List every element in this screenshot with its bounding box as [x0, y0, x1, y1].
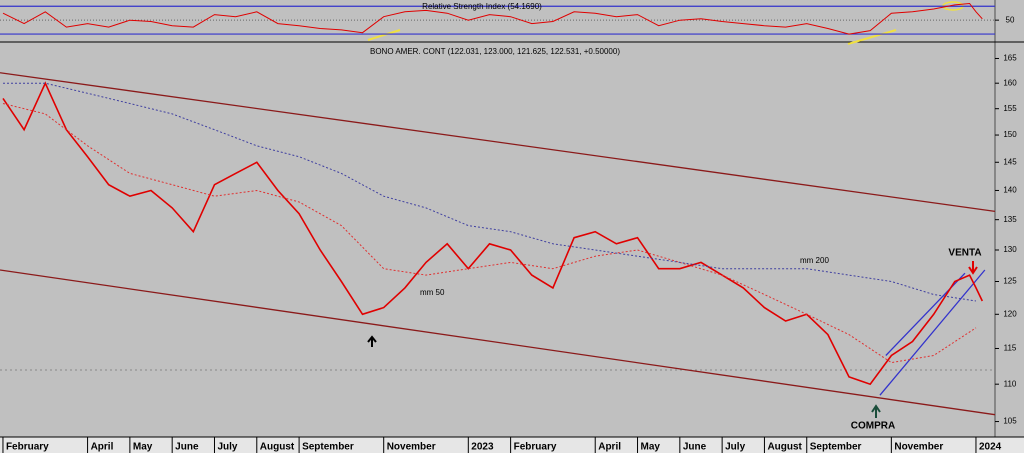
x-tick-label: April — [91, 442, 114, 453]
x-tick-label: 2023 — [471, 442, 494, 453]
annotation: COMPRA — [851, 421, 895, 432]
x-tick-label: November — [387, 442, 436, 453]
x-tick-label: June — [683, 442, 707, 453]
x-tick-label: July — [725, 442, 745, 453]
series-label: mm 200 — [800, 256, 829, 265]
y-tick-label: 135 — [1003, 215, 1017, 224]
series-line — [2, 81, 984, 386]
y-tick-label: 115 — [1004, 344, 1017, 353]
x-tick-label: February — [6, 442, 49, 453]
y-tick-label: 50 — [1006, 15, 1015, 24]
x-tick-label: September — [302, 442, 354, 453]
x-tick-label: August — [260, 442, 295, 453]
x-tick-label: 2024 — [979, 442, 1002, 453]
series-label: mm 50 — [420, 288, 445, 297]
x-tick-label: September — [810, 442, 862, 453]
x-tick-label: July — [217, 442, 237, 453]
x-tick-label: May — [641, 442, 661, 453]
arrow-down — [968, 261, 978, 275]
y-tick-label: 145 — [1003, 157, 1017, 166]
trendline — [0, 72, 996, 213]
series-line — [2, 2, 983, 35]
y-tick-label: 140 — [1003, 186, 1017, 195]
x-tick-label: February — [514, 442, 557, 453]
series-line — [2, 103, 977, 364]
y-tick-label: 105 — [1003, 417, 1017, 426]
y-tick-label: 110 — [1004, 379, 1017, 388]
y-tick-label: 150 — [1003, 130, 1017, 139]
trendline — [879, 269, 986, 396]
series-line — [3, 82, 977, 302]
arrow-up — [367, 335, 377, 347]
arrow-up — [871, 404, 881, 418]
x-tick-label: April — [598, 442, 621, 453]
rsi-highlight — [367, 29, 401, 41]
y-tick-label: 160 — [1003, 78, 1017, 87]
annotation: VENTA — [948, 248, 981, 259]
y-tick-label: 155 — [1003, 104, 1017, 113]
y-tick-label: 125 — [1003, 277, 1017, 286]
y-tick-label: 130 — [1003, 245, 1017, 254]
x-axis-strip — [0, 437, 1024, 453]
x-tick-label: June — [175, 442, 199, 453]
y-tick-label: 165 — [1003, 54, 1017, 63]
chart-title: BONO AMER. CONT (122.031, 123.000, 121.6… — [370, 47, 620, 56]
y-tick-label: 120 — [1003, 309, 1017, 318]
x-tick-label: November — [894, 442, 943, 453]
x-tick-label: May — [133, 442, 153, 453]
trendline — [0, 269, 996, 416]
rsi-highlight — [847, 29, 897, 45]
x-tick-label: August — [767, 442, 802, 453]
chart-title: Relative Strength Index (54.1690) — [422, 2, 542, 11]
